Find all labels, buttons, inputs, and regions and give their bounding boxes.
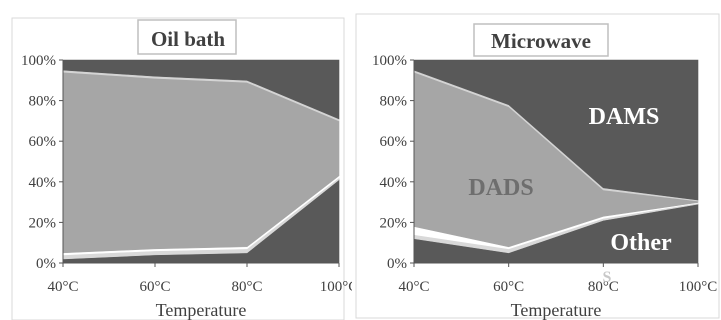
microwave-panel: 0% 20% 40% 60% 80% 100% 40°C 60°C 80°C 100°C Tempe… — [354, 0, 721, 320]
oil-bath-chart: 0% 20% 40% 60% 80% 100% 40°C 60°C 80°C 100°C Tempe… — [11, 17, 352, 320]
x-tick-label: 60°C — [139, 279, 170, 295]
y-tick-label: 100% — [21, 53, 56, 69]
y-tick-label: 60% — [380, 134, 408, 150]
area-label-dads: DADS — [468, 175, 533, 201]
y-tick-label: 40% — [29, 175, 57, 191]
x-tick-label: 100°C — [679, 279, 718, 295]
y-tick-label: 20% — [29, 215, 57, 231]
x-tick-label: 40°C — [47, 279, 78, 295]
x-tick-label: 80°C — [588, 279, 619, 295]
y-tick-label: 40% — [380, 175, 408, 191]
x-tick-label: 80°C — [231, 279, 262, 295]
x-tick-label: 60°C — [493, 279, 524, 295]
x-tick-label: 100°C — [320, 279, 352, 295]
area-label-other: Other — [610, 230, 672, 256]
x-tick-label: 40°C — [398, 279, 429, 295]
area-series-6 — [62, 59, 340, 120]
y-tick-label: 0% — [36, 256, 56, 272]
chart-title: Microwave — [491, 29, 591, 53]
x-axis-title: Temperature — [511, 300, 602, 320]
y-tick-label: 100% — [372, 53, 407, 69]
x-axis-title: Temperature — [156, 300, 247, 320]
area-label-dams: DAMS — [589, 104, 660, 130]
microwave-chart: 0% 20% 40% 60% 80% 100% 40°C 60°C 80°C 100°C Tempe… — [355, 13, 720, 320]
y-tick-label: 60% — [29, 134, 57, 150]
oil-bath-panel: 0% 20% 40% 60% 80% 100% 40°C 60°C 80°C 100°C Tempe… — [0, 0, 352, 320]
y-tick-label: 20% — [380, 215, 408, 231]
y-tick-label: 0% — [387, 256, 407, 272]
chart-title-box — [137, 19, 237, 55]
area-series-6 — [413, 59, 699, 201]
area-label-s: S — [603, 269, 612, 286]
chart-title-box — [473, 23, 609, 57]
chart-title: Oil bath — [151, 27, 225, 51]
y-tick-label: 80% — [380, 94, 408, 110]
y-tick-label: 80% — [29, 94, 57, 110]
